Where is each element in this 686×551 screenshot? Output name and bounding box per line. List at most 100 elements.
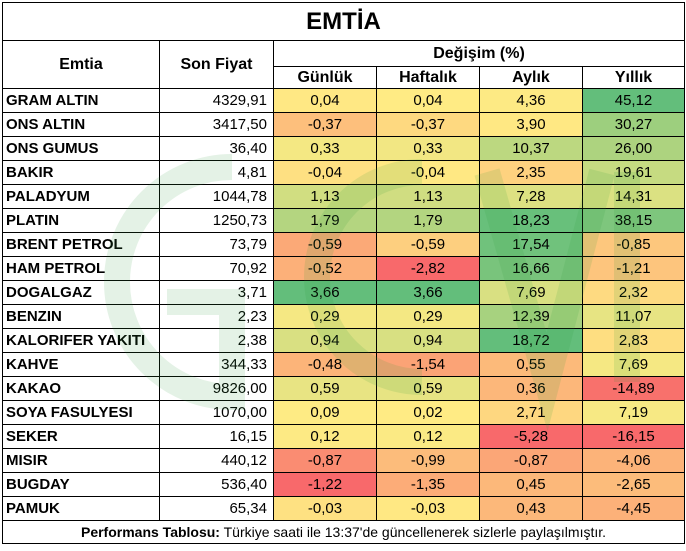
daily-change-cell: 0,04 bbox=[273, 88, 377, 113]
table-row: KALORIFER YAKITI 2,38 0,94 0,94 18,72 2,83 bbox=[2, 328, 686, 353]
commodity-name-cell: PALADYUM bbox=[2, 184, 160, 209]
daily-change-cell: 0,09 bbox=[273, 400, 377, 425]
monthly-change-cell: 4,36 bbox=[479, 88, 583, 113]
monthly-change-cell: 18,72 bbox=[479, 328, 583, 353]
daily-change-cell: -1,22 bbox=[273, 472, 377, 497]
weekly-change-cell: -1,35 bbox=[376, 472, 480, 497]
daily-change-cell: -0,37 bbox=[273, 112, 377, 137]
weekly-change-cell: -0,03 bbox=[376, 496, 480, 521]
price-cell: 2,38 bbox=[159, 328, 274, 353]
weekly-change-cell: 3,66 bbox=[376, 280, 480, 305]
price-cell: 9826,00 bbox=[159, 376, 274, 401]
price-cell: 1044,78 bbox=[159, 184, 274, 209]
price-cell: 2,23 bbox=[159, 304, 274, 329]
price-cell: 344,33 bbox=[159, 352, 274, 377]
price-cell: 4329,91 bbox=[159, 88, 274, 113]
price-cell: 3,71 bbox=[159, 280, 274, 305]
weekly-change-cell: -2,82 bbox=[376, 256, 480, 281]
table-row: BAKIR 4,81 -0,04 -0,04 2,35 19,61 bbox=[2, 160, 686, 185]
yearly-change-cell: 2,83 bbox=[581, 328, 686, 353]
monthly-change-cell: 2,35 bbox=[479, 160, 583, 185]
yearly-change-cell: -1,21 bbox=[581, 256, 686, 281]
footer-note: Performans Tablosu: Türkiye saati ile 13… bbox=[1, 520, 686, 544]
commodity-name-cell: SEKER bbox=[2, 424, 160, 449]
weekly-change-cell: -0,99 bbox=[376, 448, 480, 473]
commodity-name-cell: KAKAO bbox=[2, 376, 160, 401]
monthly-change-cell: 10,37 bbox=[479, 136, 583, 161]
table-row: PALADYUM 1044,78 1,13 1,13 7,28 14,31 bbox=[2, 184, 686, 209]
monthly-change-cell: -0,87 bbox=[479, 448, 583, 473]
daily-change-cell: 0,29 bbox=[273, 304, 377, 329]
weekly-change-cell: 0,12 bbox=[376, 424, 480, 449]
footer-label: Performans Tablosu: bbox=[80, 524, 220, 540]
table-row: KAHVE 344,33 -0,48 -1,54 0,55 7,69 bbox=[2, 352, 686, 377]
commodity-name-cell: HAM PETROL bbox=[2, 256, 160, 281]
price-cell: 536,40 bbox=[159, 472, 274, 497]
monthly-change-cell: 17,54 bbox=[479, 232, 583, 257]
commodity-name-cell: BRENT PETROL bbox=[2, 232, 160, 257]
table-title: EMTİA bbox=[1, 2, 686, 41]
weekly-change-cell: 0,29 bbox=[376, 304, 480, 329]
weekly-change-cell: -1,54 bbox=[376, 352, 480, 377]
price-cell: 1250,73 bbox=[159, 208, 274, 233]
daily-change-cell: -0,52 bbox=[273, 256, 377, 281]
daily-change-cell: -0,59 bbox=[273, 232, 377, 257]
yearly-change-cell: 11,07 bbox=[581, 304, 686, 329]
monthly-change-cell: 0,55 bbox=[479, 352, 583, 377]
daily-change-cell: -0,03 bbox=[273, 496, 377, 521]
monthly-change-cell: 18,23 bbox=[479, 208, 583, 233]
commodity-name-cell: KALORIFER YAKITI bbox=[2, 328, 160, 353]
header-monthly: Aylık bbox=[479, 66, 583, 89]
weekly-change-cell: 0,33 bbox=[376, 136, 480, 161]
daily-change-cell: 0,12 bbox=[273, 424, 377, 449]
table-row: GRAM ALTIN 4329,91 0,04 0,04 4,36 45,12 bbox=[2, 88, 686, 113]
yearly-change-cell: -4,45 bbox=[581, 496, 686, 521]
daily-change-cell: -0,87 bbox=[273, 448, 377, 473]
monthly-change-cell: 12,39 bbox=[479, 304, 583, 329]
weekly-change-cell: 0,02 bbox=[376, 400, 480, 425]
daily-change-cell: 1,79 bbox=[273, 208, 377, 233]
yearly-change-cell: -14,89 bbox=[581, 376, 686, 401]
table-row: BUGDAY 536,40 -1,22 -1,35 0,45 -2,65 bbox=[2, 472, 686, 497]
weekly-change-cell: -0,37 bbox=[376, 112, 480, 137]
table-row: PLATIN 1250,73 1,79 1,79 18,23 38,15 bbox=[2, 208, 686, 233]
table-row: HAM PETROL 70,92 -0,52 -2,82 16,66 -1,21 bbox=[2, 256, 686, 281]
daily-change-cell: 3,66 bbox=[273, 280, 377, 305]
header-yearly: Yıllık bbox=[581, 66, 686, 89]
table-row: BENZIN 2,23 0,29 0,29 12,39 11,07 bbox=[2, 304, 686, 329]
price-cell: 1070,00 bbox=[159, 400, 274, 425]
monthly-change-cell: 2,71 bbox=[479, 400, 583, 425]
header-price: Son Fiyat bbox=[159, 40, 274, 89]
table-body: GRAM ALTIN 4329,91 0,04 0,04 4,36 45,12 ONS AL… bbox=[2, 88, 686, 521]
yearly-change-cell: 7,19 bbox=[581, 400, 686, 425]
price-cell: 65,34 bbox=[159, 496, 274, 521]
commodity-name-cell: GRAM ALTIN bbox=[2, 88, 160, 113]
yearly-change-cell: 38,15 bbox=[581, 208, 686, 233]
weekly-change-cell: 0,59 bbox=[376, 376, 480, 401]
header-daily: Günlük bbox=[273, 66, 377, 89]
footer-text: Türkiye saati ile 13:37'de güncellenerek… bbox=[219, 524, 607, 540]
price-cell: 16,15 bbox=[159, 424, 274, 449]
yearly-change-cell: -4,06 bbox=[581, 448, 686, 473]
header-weekly: Haftalık bbox=[376, 66, 480, 89]
table-row: KAKAO 9826,00 0,59 0,59 0,36 -14,89 bbox=[2, 376, 686, 401]
monthly-change-cell: 3,90 bbox=[479, 112, 583, 137]
yearly-change-cell: 26,00 bbox=[581, 136, 686, 161]
weekly-change-cell: 1,79 bbox=[376, 208, 480, 233]
commodity-name-cell: BUGDAY bbox=[2, 472, 160, 497]
table-row: DOGALGAZ 3,71 3,66 3,66 7,69 2,32 bbox=[2, 280, 686, 305]
weekly-change-cell: 0,94 bbox=[376, 328, 480, 353]
price-cell: 440,12 bbox=[159, 448, 274, 473]
commodity-name-cell: BAKIR bbox=[2, 160, 160, 185]
commodity-name-cell: BENZIN bbox=[2, 304, 160, 329]
monthly-change-cell: 7,69 bbox=[479, 280, 583, 305]
commodity-name-cell: PLATIN bbox=[2, 208, 160, 233]
table-row: PAMUK 65,34 -0,03 -0,03 0,43 -4,45 bbox=[2, 496, 686, 521]
commodity-name-cell: ONS ALTIN bbox=[2, 112, 160, 137]
yearly-change-cell: 45,12 bbox=[581, 88, 686, 113]
weekly-change-cell: -0,59 bbox=[376, 232, 480, 257]
yearly-change-cell: 14,31 bbox=[581, 184, 686, 209]
table-row: MISIR 440,12 -0,87 -0,99 -0,87 -4,06 bbox=[2, 448, 686, 473]
